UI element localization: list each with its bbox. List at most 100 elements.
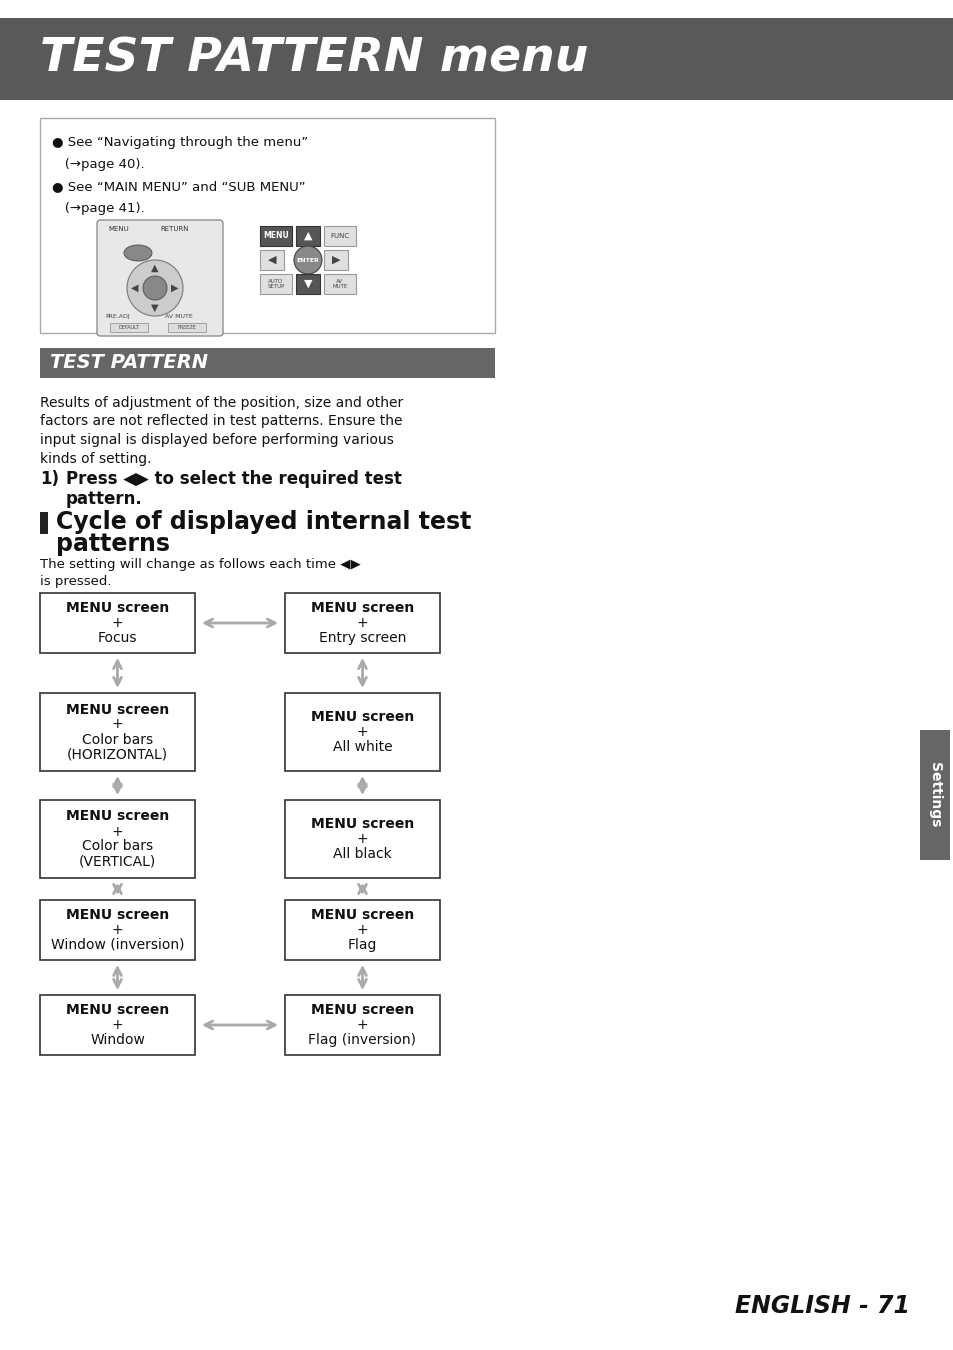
FancyBboxPatch shape bbox=[260, 225, 292, 246]
Text: is pressed.: is pressed. bbox=[40, 575, 112, 589]
Text: AV MUTE: AV MUTE bbox=[165, 315, 193, 319]
FancyBboxPatch shape bbox=[295, 225, 319, 246]
FancyBboxPatch shape bbox=[285, 693, 439, 771]
Text: Press ◀▶ to select the required test: Press ◀▶ to select the required test bbox=[66, 470, 401, 487]
Text: ◀: ◀ bbox=[268, 255, 276, 265]
FancyBboxPatch shape bbox=[0, 18, 953, 100]
FancyBboxPatch shape bbox=[285, 593, 439, 653]
Text: PRE.ADJ: PRE.ADJ bbox=[105, 315, 130, 319]
Text: +: + bbox=[112, 717, 123, 732]
Text: Color bars: Color bars bbox=[82, 840, 152, 853]
Text: 1): 1) bbox=[40, 470, 59, 487]
Text: MENU screen: MENU screen bbox=[311, 1003, 414, 1017]
FancyBboxPatch shape bbox=[40, 995, 194, 1054]
Text: +: + bbox=[356, 1018, 368, 1031]
Text: ▼: ▼ bbox=[303, 279, 312, 289]
Text: input signal is displayed before performing various: input signal is displayed before perform… bbox=[40, 433, 394, 447]
Text: MENU screen: MENU screen bbox=[311, 817, 414, 832]
Text: MENU screen: MENU screen bbox=[311, 601, 414, 616]
Text: ▲: ▲ bbox=[152, 263, 158, 273]
Text: (→page 40).: (→page 40). bbox=[52, 158, 145, 171]
Text: ● See “MAIN MENU” and “SUB MENU”: ● See “MAIN MENU” and “SUB MENU” bbox=[52, 180, 305, 193]
Text: MENU screen: MENU screen bbox=[66, 601, 169, 616]
FancyBboxPatch shape bbox=[40, 348, 495, 378]
Circle shape bbox=[127, 261, 183, 316]
Text: ▲: ▲ bbox=[303, 231, 312, 242]
FancyBboxPatch shape bbox=[168, 323, 206, 332]
Text: MENU: MENU bbox=[263, 231, 289, 240]
Text: MENU screen: MENU screen bbox=[311, 909, 414, 922]
Text: (HORIZONTAL): (HORIZONTAL) bbox=[67, 748, 168, 761]
FancyBboxPatch shape bbox=[40, 117, 495, 333]
Text: +: + bbox=[112, 923, 123, 937]
FancyBboxPatch shape bbox=[285, 801, 439, 878]
Text: ▶: ▶ bbox=[332, 255, 340, 265]
Text: +: + bbox=[356, 832, 368, 846]
Text: +: + bbox=[112, 1018, 123, 1031]
FancyBboxPatch shape bbox=[40, 512, 48, 535]
Text: Window (inversion): Window (inversion) bbox=[51, 938, 184, 952]
FancyBboxPatch shape bbox=[110, 323, 148, 332]
Text: FUNC: FUNC bbox=[330, 234, 349, 239]
Text: pattern.: pattern. bbox=[66, 490, 143, 508]
Text: Window: Window bbox=[90, 1033, 145, 1048]
Text: MENU screen: MENU screen bbox=[66, 702, 169, 717]
FancyBboxPatch shape bbox=[260, 274, 292, 294]
Text: Color bars: Color bars bbox=[82, 733, 152, 747]
Text: patterns: patterns bbox=[56, 532, 170, 556]
Text: All white: All white bbox=[333, 740, 392, 755]
Text: MENU: MENU bbox=[108, 225, 129, 232]
Text: ● See “Navigating through the menu”: ● See “Navigating through the menu” bbox=[52, 136, 308, 148]
FancyBboxPatch shape bbox=[295, 274, 319, 294]
Text: ENTER: ENTER bbox=[296, 258, 319, 262]
Ellipse shape bbox=[124, 244, 152, 261]
Text: kinds of setting.: kinds of setting. bbox=[40, 451, 152, 466]
FancyBboxPatch shape bbox=[324, 274, 355, 294]
Text: RETURN: RETURN bbox=[160, 225, 189, 232]
Text: (VERTICAL): (VERTICAL) bbox=[79, 855, 156, 868]
FancyBboxPatch shape bbox=[40, 801, 194, 878]
FancyBboxPatch shape bbox=[919, 730, 949, 860]
Text: Flag (inversion): Flag (inversion) bbox=[308, 1033, 416, 1048]
Text: factors are not reflected in test patterns. Ensure the: factors are not reflected in test patter… bbox=[40, 414, 402, 428]
Text: +: + bbox=[356, 725, 368, 738]
Text: +: + bbox=[356, 616, 368, 630]
Text: All black: All black bbox=[333, 846, 392, 861]
Text: TEST PATTERN: TEST PATTERN bbox=[50, 354, 208, 373]
Text: Focus: Focus bbox=[97, 630, 137, 645]
Text: AUTO
SETUP: AUTO SETUP bbox=[267, 278, 284, 289]
Text: MENU screen: MENU screen bbox=[66, 909, 169, 922]
Text: AV
MUTE: AV MUTE bbox=[332, 278, 347, 289]
Text: +: + bbox=[112, 616, 123, 630]
Text: The setting will change as follows each time ◀▶: The setting will change as follows each … bbox=[40, 558, 360, 571]
FancyBboxPatch shape bbox=[324, 225, 355, 246]
Text: TEST PATTERN menu: TEST PATTERN menu bbox=[40, 36, 588, 81]
FancyBboxPatch shape bbox=[285, 995, 439, 1054]
Text: (→page 41).: (→page 41). bbox=[52, 202, 145, 215]
Text: FREEZE: FREEZE bbox=[177, 325, 196, 329]
Text: ▼: ▼ bbox=[152, 302, 158, 313]
Circle shape bbox=[294, 246, 322, 274]
Text: Results of adjustment of the position, size and other: Results of adjustment of the position, s… bbox=[40, 396, 403, 410]
Text: MENU screen: MENU screen bbox=[66, 1003, 169, 1017]
Text: +: + bbox=[112, 825, 123, 838]
Circle shape bbox=[143, 275, 167, 300]
Text: DEFAULT: DEFAULT bbox=[118, 325, 139, 329]
FancyBboxPatch shape bbox=[324, 250, 348, 270]
Text: Cycle of displayed internal test: Cycle of displayed internal test bbox=[56, 510, 471, 535]
FancyBboxPatch shape bbox=[40, 900, 194, 960]
Text: ◀: ◀ bbox=[132, 284, 138, 293]
Text: ENGLISH - 71: ENGLISH - 71 bbox=[734, 1295, 909, 1318]
FancyBboxPatch shape bbox=[40, 593, 194, 653]
Text: Flag: Flag bbox=[348, 938, 376, 952]
Text: MENU screen: MENU screen bbox=[66, 810, 169, 824]
Text: ▶: ▶ bbox=[172, 284, 178, 293]
FancyBboxPatch shape bbox=[285, 900, 439, 960]
Text: MENU screen: MENU screen bbox=[311, 710, 414, 724]
Text: Entry screen: Entry screen bbox=[318, 630, 406, 645]
FancyBboxPatch shape bbox=[40, 693, 194, 771]
FancyBboxPatch shape bbox=[260, 250, 284, 270]
Text: +: + bbox=[356, 923, 368, 937]
FancyBboxPatch shape bbox=[97, 220, 223, 336]
Text: Settings: Settings bbox=[927, 763, 941, 828]
